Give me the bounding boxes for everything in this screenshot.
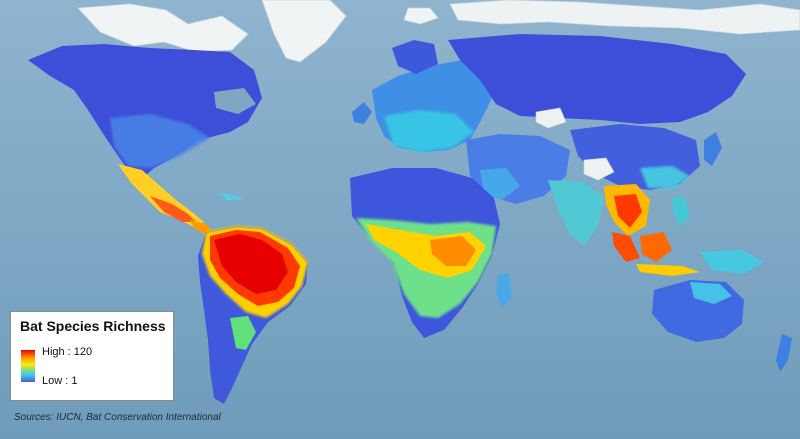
amazon-core xyxy=(214,234,288,294)
legend-color-ramp xyxy=(21,350,35,382)
east-africa-hotspot xyxy=(430,236,476,266)
hudson-bay xyxy=(214,88,256,114)
south-china xyxy=(640,166,690,188)
central-america-hotspot xyxy=(150,196,196,222)
scandinavia xyxy=(392,40,438,74)
legend: Bat Species Richness High : 120 Low : 1 xyxy=(10,311,174,401)
panama xyxy=(190,220,214,234)
north-america-south-gradient xyxy=(110,114,210,168)
java-lesser-sunda xyxy=(636,264,700,276)
philippines xyxy=(672,196,690,226)
greenland xyxy=(261,0,347,63)
japan xyxy=(704,132,722,166)
legend-title: Bat Species Richness xyxy=(20,318,166,334)
mongolia-nodata xyxy=(535,107,567,129)
southern-europe xyxy=(384,110,474,152)
sources-caption: Sources: IUCN, Bat Conservation Internat… xyxy=(14,412,221,423)
arabian-peninsula xyxy=(480,168,520,200)
british-isles xyxy=(352,102,372,124)
india xyxy=(548,180,604,246)
svalbard xyxy=(403,7,439,25)
arctic-archipelago xyxy=(77,3,249,53)
siberian-arctic-islands xyxy=(449,0,800,35)
new-guinea xyxy=(700,250,764,274)
legend-high-label: High : 120 xyxy=(42,346,93,358)
legend-low-label: Low : 1 xyxy=(42,375,78,387)
sumatra xyxy=(612,232,640,262)
south-america-transition xyxy=(230,316,256,350)
caribbean-islands xyxy=(218,192,244,200)
new-zealand xyxy=(776,334,792,372)
indochina-hotspot xyxy=(614,194,642,228)
madagascar xyxy=(496,272,512,308)
north-america xyxy=(28,44,262,182)
tibet-nodata xyxy=(583,157,615,181)
northern-australia xyxy=(690,282,732,304)
russia xyxy=(448,34,746,124)
borneo xyxy=(640,232,672,262)
